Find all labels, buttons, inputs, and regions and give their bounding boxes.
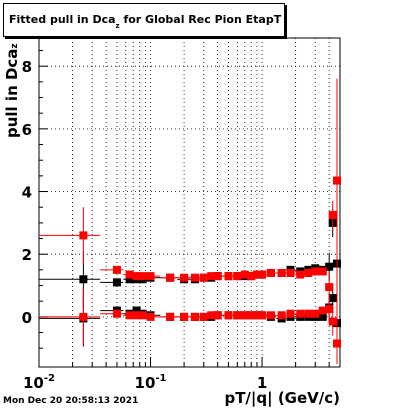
series1-mean-marker: [79, 312, 88, 321]
x-tick-label: 10-2: [23, 373, 55, 392]
y-tick-label: 6: [22, 121, 32, 139]
title-subscript: z: [115, 22, 120, 30]
series1-sigma-marker: [328, 211, 337, 220]
y-axis-label-subscript: z: [10, 43, 20, 49]
series1-mean-marker: [296, 309, 305, 318]
plot-grid: [39, 38, 340, 367]
series1-sigma-marker: [125, 270, 134, 279]
series1-sigma-marker: [146, 272, 155, 281]
plot-points: [39, 78, 342, 364]
series1-mean-marker: [328, 317, 337, 326]
series1-sigma-marker: [180, 273, 189, 282]
y-tick-label: 8: [22, 58, 32, 76]
timestamp: Mon Dec 20 20:58:13 2021: [3, 396, 139, 406]
series1-sigma-marker: [325, 283, 334, 292]
series0-sigma-marker: [125, 275, 134, 284]
series1-sigma-marker: [266, 269, 275, 277]
plot-axes: 0 2 4 6 8 10-2 10-1 1: [22, 50, 341, 392]
series1-mean-marker: [311, 309, 320, 318]
series1-sigma-marker: [166, 273, 175, 282]
title-rest: for Global Rec Pion EtapT: [119, 13, 282, 26]
series1-sigma-marker: [207, 272, 216, 281]
series1-mean-marker: [258, 311, 267, 320]
series1-mean-marker: [180, 312, 189, 321]
y-tick-label: 4: [22, 184, 32, 202]
series1-mean-marker: [304, 309, 313, 318]
series1-mean-marker: [146, 312, 155, 321]
series1-sigma-marker: [318, 267, 327, 276]
series1-mean-marker: [277, 311, 286, 320]
y-tick-label: 0: [22, 309, 32, 327]
series1-sigma-marker: [304, 269, 313, 277]
series1-mean-marker: [224, 311, 233, 320]
series1-sigma-marker: [79, 231, 88, 240]
series1-sigma-marker: [199, 273, 208, 282]
series0-sigma-marker: [112, 278, 121, 287]
series1-sigma-marker: [252, 270, 261, 279]
series1-mean-marker: [112, 309, 121, 318]
series0-mean-marker: [132, 306, 141, 315]
series1-sigma-marker: [296, 270, 305, 279]
title-box: Fitted pull in Dcaz for Global Rec Pion …: [3, 3, 285, 37]
series1-sigma-marker: [277, 269, 286, 277]
series0-sigma-marker: [79, 275, 88, 284]
series1-sigma-marker: [190, 273, 199, 282]
series1-sigma-marker: [286, 269, 295, 277]
series1-sigma-marker: [240, 270, 249, 279]
series1-mean-marker: [199, 312, 208, 321]
series1-mean-marker: [318, 306, 327, 315]
series1-sigma-marker: [112, 265, 121, 274]
series0-mean-marker: [318, 312, 327, 321]
series1-sigma-marker: [311, 267, 320, 276]
series1-mean-marker: [286, 309, 295, 318]
series1-mean-marker: [207, 311, 216, 320]
series1-mean-marker: [325, 305, 334, 314]
series1-sigma-marker: [224, 272, 233, 281]
series1-mean-marker: [240, 311, 249, 320]
x-tick-label: 10-1: [135, 373, 167, 392]
y-axis-label-main: pull in Dca: [3, 48, 21, 138]
series1-sigma-marker: [138, 272, 147, 281]
series1-mean-marker: [190, 312, 199, 321]
y-axis-label: pull in Dcaz: [3, 18, 23, 138]
series1-mean-marker: [132, 311, 141, 320]
series1-sigma-marker: [233, 272, 242, 281]
x-tick-label: 1: [257, 374, 267, 392]
series1-sigma-marker: [247, 272, 256, 281]
series1-mean-marker: [233, 311, 242, 320]
series1-mean-marker: [247, 311, 256, 320]
series1-mean-marker: [266, 311, 275, 320]
y-tick-label: 2: [22, 246, 32, 264]
chart-title: Fitted pull in Dcaz for Global Rec Pion …: [9, 13, 282, 30]
series1-mean-marker: [138, 311, 147, 320]
series1-mean-marker: [125, 311, 134, 320]
series0-sigma-marker: [325, 262, 334, 271]
series1-sigma-marker: [132, 272, 141, 281]
x-axis-label: pT/|q| (GeV/c): [224, 389, 340, 407]
series0-mean-marker: [328, 294, 337, 303]
series1-sigma-marker: [258, 270, 267, 279]
title-main: Fitted pull in Dca: [9, 13, 116, 26]
series1-sigma-marker: [213, 272, 222, 281]
plot-frame: [38, 37, 341, 368]
series1-mean-marker: [252, 311, 261, 320]
series1-mean-marker: [213, 311, 222, 320]
series1-mean-marker: [166, 312, 175, 321]
